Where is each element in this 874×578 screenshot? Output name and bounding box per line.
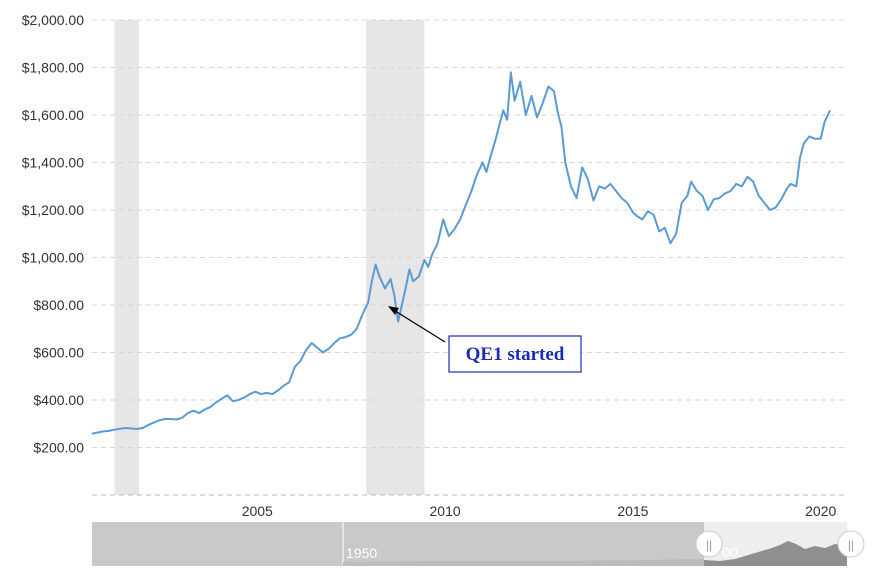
x-tick-label: 2010	[430, 503, 461, 519]
y-tick-label: $800.00	[33, 297, 84, 313]
recession-shading	[114, 20, 425, 495]
navigator-right-handle[interactable]	[837, 530, 865, 558]
x-tick-label: 2005	[242, 503, 273, 519]
annotation-arrowhead	[388, 306, 399, 315]
y-tick-label: $1,000.00	[22, 250, 84, 266]
navigator[interactable]: 1950 00 || ||	[92, 522, 865, 566]
series-layer	[91, 71, 832, 435]
navigator-right-handle-grip: ||	[848, 538, 854, 552]
x-tick-label: 2020	[805, 503, 836, 519]
y-tick-label: $1,600.00	[22, 107, 84, 123]
y-tick-label: $600.00	[33, 345, 84, 361]
y-tick-label: $2,000.00	[22, 12, 84, 28]
annotation-label: QE1 started	[466, 344, 565, 365]
grid-lines	[92, 19, 847, 496]
series-line-gold-price	[91, 71, 832, 435]
navigator-minimap	[704, 541, 847, 566]
navigator-left-handle-grip: ||	[706, 538, 712, 552]
y-tick-label: $1,400.00	[22, 155, 84, 171]
annotation-box	[448, 335, 582, 373]
navigator-label-partial: 00	[722, 544, 738, 560]
navigator-minimap-history	[343, 559, 704, 566]
recession-band-1	[114, 20, 139, 495]
y-tick-label: $400.00	[33, 392, 84, 408]
navigator-outside-mask	[92, 522, 704, 566]
y-tick-label: $1,200.00	[22, 202, 84, 218]
y-tick-label: $1,800.00	[22, 60, 84, 76]
y-axis: $200.00 $400.00 $600.00 $800.00 $1,000.00 $1,…	[22, 12, 85, 456]
x-axis: 2005 2010 2015 2020	[242, 503, 837, 519]
annotation: QE1 started	[388, 306, 582, 373]
y-tick-label: $200.00	[33, 440, 84, 456]
x-tick-label: 2015	[617, 503, 648, 519]
navigator-left-handle[interactable]	[695, 530, 723, 558]
navigator-label-1950: 1950	[346, 545, 377, 561]
annotation-arrow	[391, 308, 446, 343]
